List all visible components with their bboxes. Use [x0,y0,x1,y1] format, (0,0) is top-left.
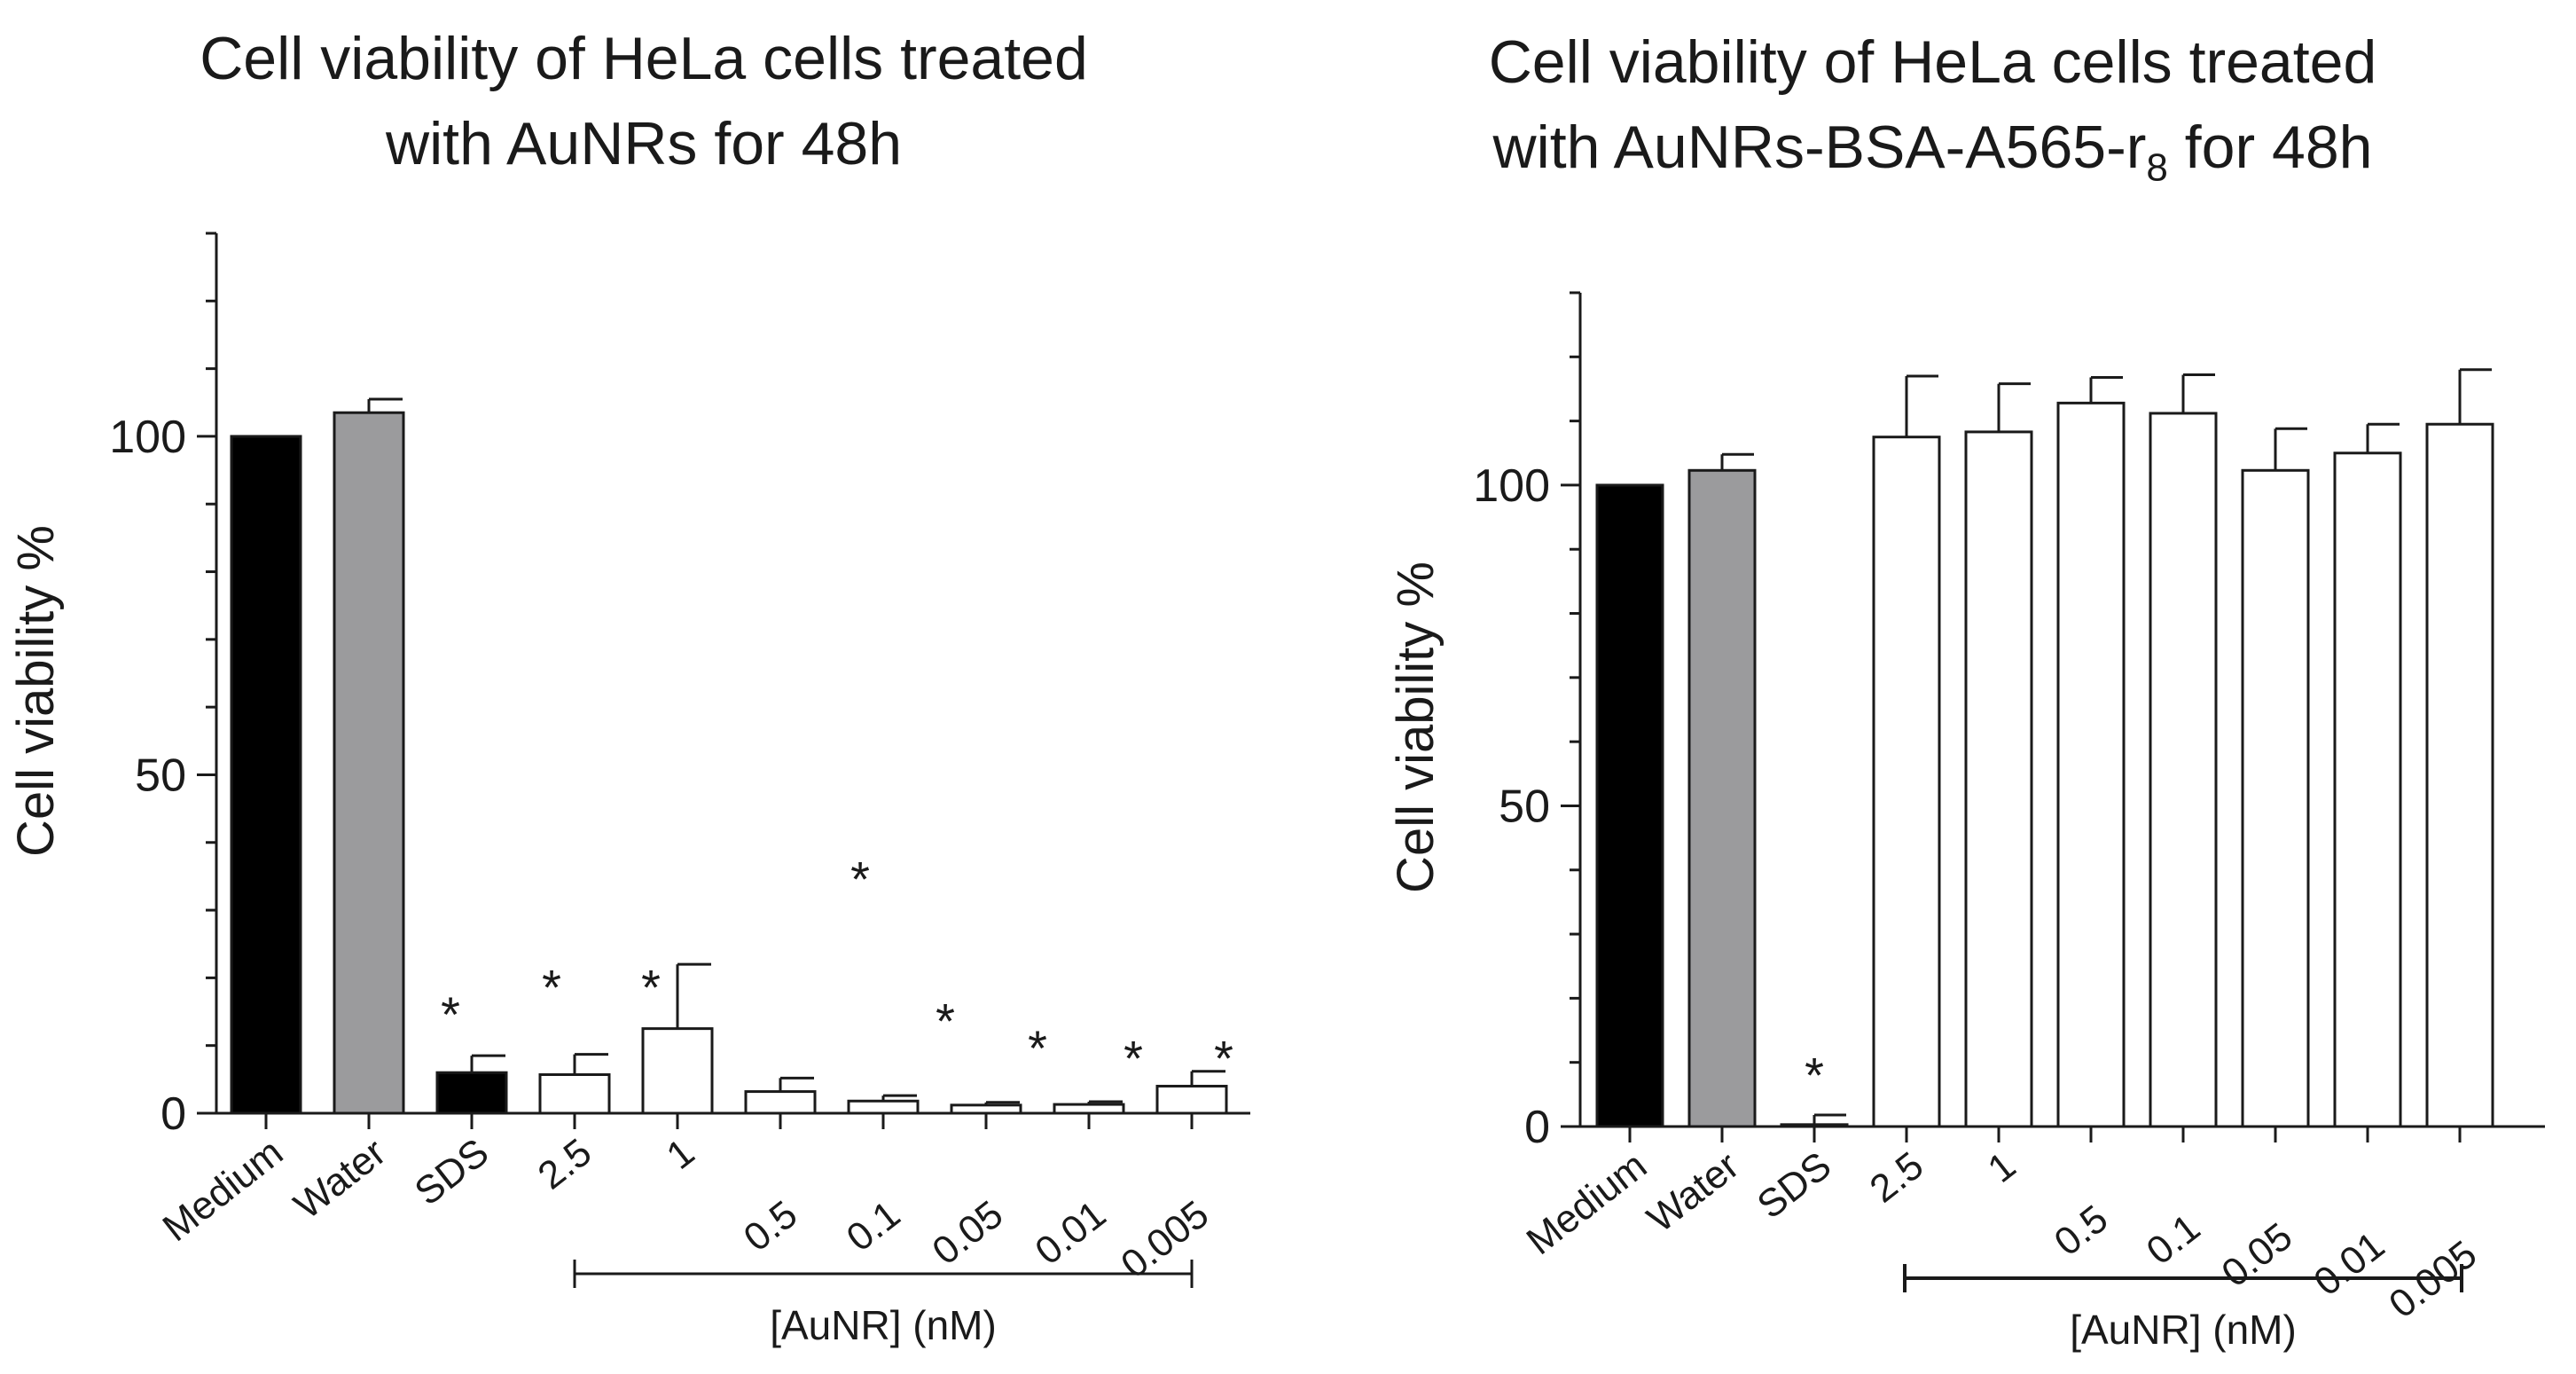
right-x-axis-label: [AuNR] (nM) [2070,1307,2297,1353]
left-category-label-2: SDS [407,1130,497,1213]
chart-left-title-line1: Cell viability of HeLa cells treated [200,25,1088,92]
left-significance-marker-2: * [441,986,460,1042]
right-category-label-7: 0.05 [2214,1214,2301,1295]
left-category-label-8: 0.01 [1028,1192,1115,1273]
right-bar-6 [2149,412,2218,1128]
left-bar-3 [538,1073,611,1115]
right-bar-3 [1872,436,1941,1128]
right-category-label-5: 0.5 [2047,1197,2116,1264]
left-bar-6 [847,1099,920,1115]
left-bar-2 [435,1071,508,1115]
right-category-label-3: 2.5 [1862,1143,1931,1211]
right-bar-8 [2333,451,2402,1128]
right-bar-7 [2241,468,2310,1128]
right-significance-marker-2: * [1805,1047,1824,1103]
chart-left-title-line2: with AuNRs for 48h [385,110,903,177]
left-significance-marker-5: * [850,851,870,907]
left-significance-marker-8: * [1124,1031,1143,1087]
left-bar-4 [641,1027,714,1115]
chart-panel-left: 0 50 100 Cell viability % Medium Water SDS * 2.5… [0,16,1288,1348]
chart-right-title-line2-main: with AuNRs-BSA-A565-r [1492,114,2147,181]
chart-right-title: Cell viability of HeLa cells treated wit… [1288,20,2576,211]
left-y-axis-label: Cell viability % [7,525,65,857]
chart-left-title: Cell viability of HeLa cells treated wit… [0,16,1288,186]
left-category-label-7: 0.05 [925,1192,1012,1273]
right-bar-5 [2056,401,2126,1128]
left-bar-8 [1053,1103,1125,1115]
left-bar-1 [333,411,405,1115]
chart-panel-right: 0 50 100 Cell viability % Medium Water SDS * 2.5… [1288,0,2575,1374]
left-significance-marker-6: * [936,993,955,1049]
right-y-tick-label: 0 [1524,1102,1550,1153]
chart-right-title-line2-end: for 48h [2167,114,2373,181]
right-category-label-6: 0.1 [2139,1205,2208,1273]
right-category-label-1: Water [1640,1143,1747,1241]
left-y-tick-label: 100 [109,412,186,463]
left-x-axis-label: [AuNR] (nM) [770,1302,997,1348]
left-significance-marker-4: * [641,959,661,1015]
left-bar-5 [744,1090,817,1115]
left-category-label-6: 0.1 [839,1192,908,1260]
left-y-tick-label: 50 [135,750,186,801]
left-category-label-0: Medium [155,1130,291,1250]
right-bar-0 [1595,483,1664,1128]
right-y-tick-label: 100 [1473,460,1550,512]
left-significance-marker-9: * [1214,1031,1233,1087]
right-category-label-8: 0.01 [2306,1223,2393,1304]
right-bar-2 [1780,1123,1849,1128]
right-bar-9 [2425,422,2494,1128]
left-significance-marker-7: * [1028,1020,1047,1076]
left-bar-0 [230,435,302,1115]
left-category-label-3: 2.5 [530,1130,599,1197]
right-category-label-2: SDS [1750,1143,1839,1227]
right-y-tick-label: 50 [1499,781,1550,832]
left-category-label-1: Water [286,1130,394,1228]
right-category-label-0: Medium [1519,1143,1655,1263]
left-y-tick-label: 0 [161,1088,186,1140]
chart-right-title-subscript: 8 [2146,145,2168,190]
right-bar-4 [1964,430,2033,1128]
left-bar-9 [1155,1084,1228,1115]
left-bar-7 [950,1103,1022,1115]
right-category-label-4: 1 [1980,1143,2024,1191]
right-bar-1 [1687,468,1757,1128]
chart-right-title-line2: with AuNRs-BSA-A565-r8 for 48h [1492,114,2373,190]
chart-right-title-line1: Cell viability of HeLa cells treated [1488,28,2377,96]
left-category-label-4: 1 [659,1130,702,1178]
left-significance-marker-3: * [542,959,561,1015]
left-category-label-5: 0.5 [736,1192,805,1260]
right-y-axis-label: Cell viability % [1387,561,1445,893]
